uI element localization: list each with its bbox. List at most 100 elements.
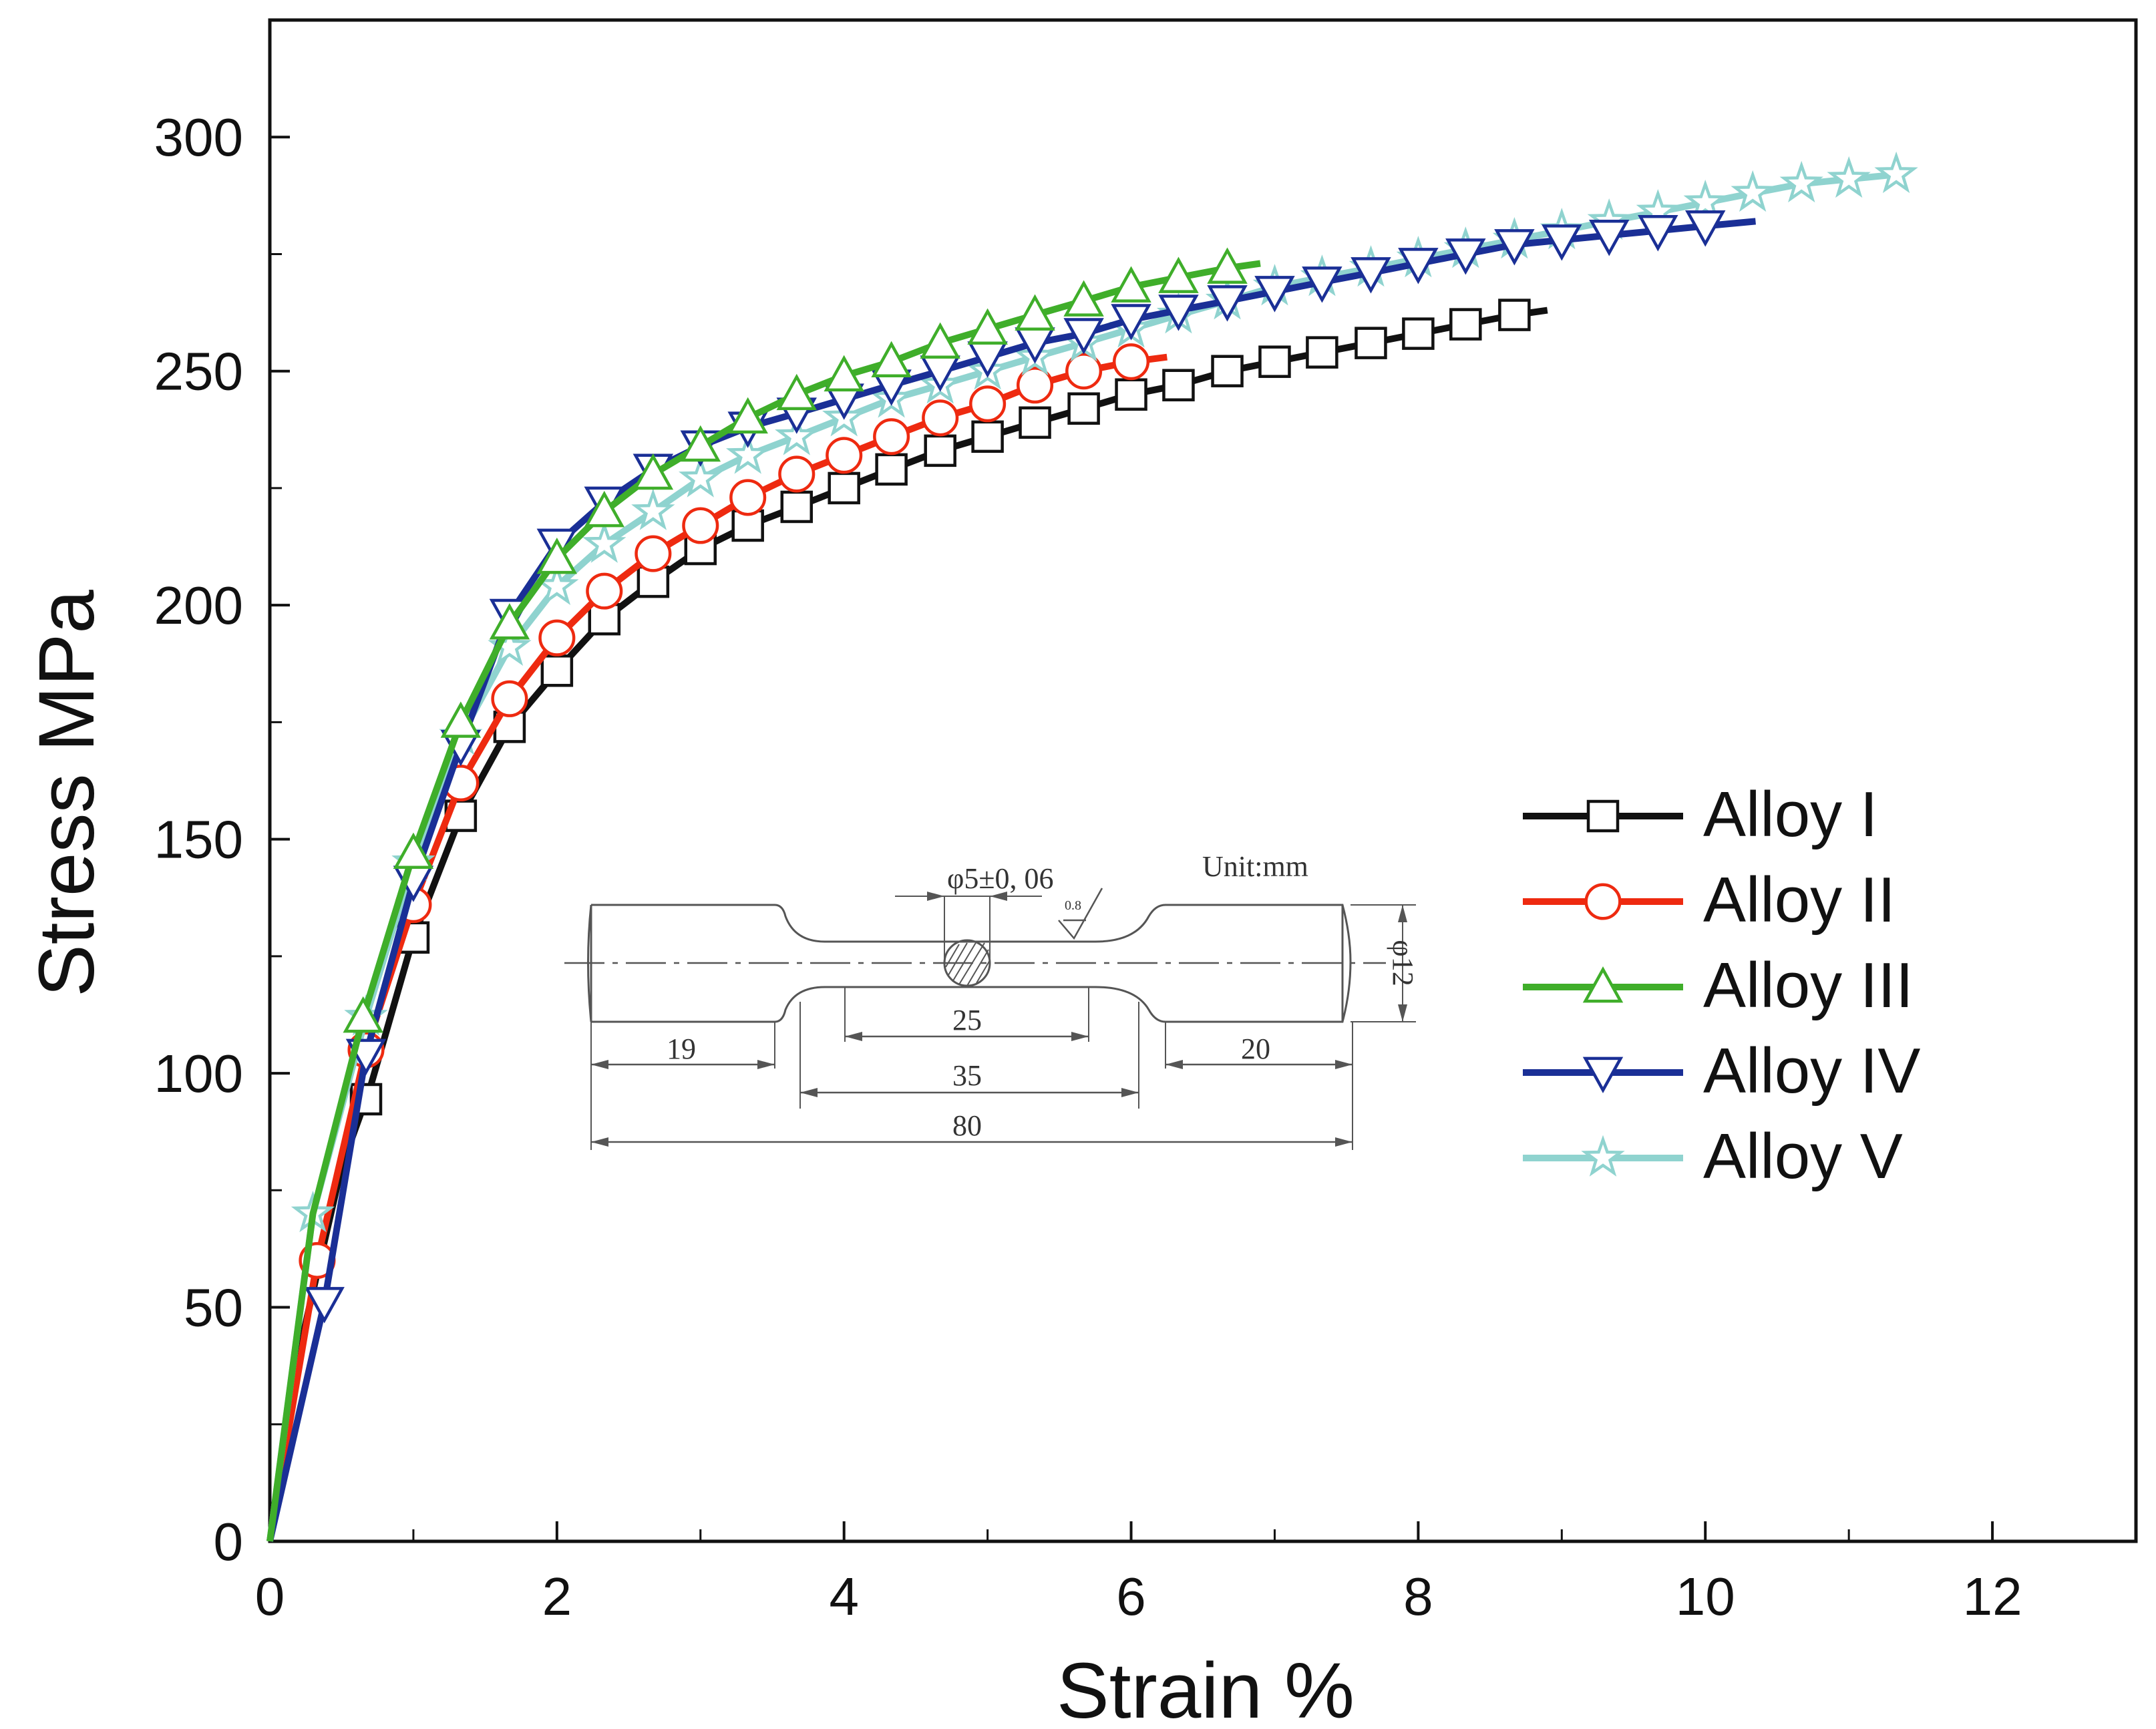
legend-marker bbox=[1581, 1135, 1625, 1177]
specimen-outline-top bbox=[591, 904, 1352, 962]
legend-label: Alloy IV bbox=[1703, 1035, 1920, 1107]
data-point-marker bbox=[440, 701, 482, 738]
series-line bbox=[266, 260, 1261, 1542]
tolerance-label: φ5±0, 06 bbox=[947, 862, 1054, 895]
dimension-lines bbox=[591, 1035, 1353, 1143]
data-point-marker bbox=[729, 479, 767, 516]
diameter-12-label: φ12 bbox=[1387, 940, 1419, 986]
legend-marker bbox=[1584, 883, 1622, 920]
data-point-marker bbox=[924, 434, 956, 467]
data-point-marker bbox=[920, 322, 960, 359]
data-point-marker bbox=[1015, 294, 1055, 331]
data-point-marker bbox=[725, 432, 770, 474]
legend-marker bbox=[1582, 966, 1624, 1003]
data-point-marker bbox=[343, 996, 383, 1033]
data-point-marker bbox=[682, 507, 719, 544]
data-point-marker bbox=[1589, 220, 1630, 256]
data-point-marker bbox=[1115, 378, 1147, 411]
x-axis-title: Strain % bbox=[1057, 1647, 1355, 1729]
data-point-marker bbox=[1351, 257, 1391, 294]
data-point-marker bbox=[1063, 318, 1104, 355]
data-point-marker bbox=[922, 399, 959, 437]
data-point-marker bbox=[538, 619, 576, 656]
x-tick-labels: 0 2 4 6 8 10 12 bbox=[255, 1567, 2022, 1626]
legend-entry: Alloy V bbox=[1523, 1121, 1903, 1192]
data-point-marker bbox=[775, 413, 819, 455]
dimension-arrowheads bbox=[591, 892, 1407, 1147]
data-point-marker bbox=[584, 490, 624, 528]
data-point-marker bbox=[871, 341, 912, 378]
data-point-marker bbox=[1494, 229, 1535, 266]
dim-19-label: 19 bbox=[667, 1032, 696, 1065]
data-point-marker bbox=[1211, 355, 1244, 387]
y-tick-label: 150 bbox=[154, 810, 243, 870]
data-point-marker bbox=[1258, 345, 1291, 378]
data-point-marker bbox=[780, 490, 814, 524]
legend-marker bbox=[1586, 799, 1620, 833]
data-point-marker bbox=[1685, 210, 1726, 247]
legend: Alloy I Alloy II Alloy III Alloy IV Alloy V bbox=[1523, 779, 1920, 1192]
data-point-marker bbox=[1207, 247, 1248, 284]
plot-frame bbox=[268, 18, 2138, 1543]
data-point-marker bbox=[635, 535, 672, 572]
legend-entry: Alloy I bbox=[1523, 779, 1877, 850]
legend-label: Alloy V bbox=[1703, 1121, 1903, 1192]
data-point-marker bbox=[637, 565, 670, 598]
data-point-marker bbox=[969, 385, 1007, 423]
legend-entry: Alloy II bbox=[1523, 864, 1896, 936]
data-point-marker bbox=[1445, 238, 1486, 275]
series-alloy-i bbox=[266, 299, 1548, 1542]
cross-section-hatch bbox=[945, 941, 991, 986]
data-point-marker bbox=[540, 654, 574, 687]
x-tick-label: 2 bbox=[542, 1567, 572, 1626]
y-tick-label: 250 bbox=[154, 342, 243, 401]
legend-label: Alloy III bbox=[1703, 950, 1914, 1021]
y-tick-label: 0 bbox=[214, 1512, 244, 1571]
data-point-marker bbox=[679, 455, 723, 498]
legend-marker bbox=[1582, 1056, 1624, 1094]
data-point-marker bbox=[1874, 151, 1918, 194]
data-point-marker bbox=[586, 572, 623, 610]
data-point-marker bbox=[875, 453, 908, 486]
legend-entry: Alloy IV bbox=[1523, 1035, 1920, 1107]
data-point-marker bbox=[1067, 392, 1100, 425]
data-point-marker bbox=[1402, 317, 1435, 350]
legend-label: Alloy I bbox=[1703, 779, 1877, 850]
data-point-marker bbox=[304, 1287, 345, 1324]
data-point-marker bbox=[1162, 369, 1195, 401]
data-point-marker bbox=[582, 521, 626, 563]
series-layer bbox=[266, 151, 1918, 1543]
roughness-symbol-icon bbox=[1058, 888, 1103, 940]
y-axis-title: Stress MPa bbox=[23, 590, 111, 997]
legend-label: Alloy II bbox=[1703, 864, 1896, 936]
data-point-marker bbox=[1498, 299, 1531, 331]
data-point-marker bbox=[631, 488, 675, 530]
specimen-outline-bottom bbox=[591, 961, 1352, 1023]
x-tick-label: 0 bbox=[255, 1567, 285, 1626]
data-point-marker bbox=[1254, 276, 1295, 313]
series-line bbox=[266, 307, 1548, 1542]
y-tick-labels: 0 50 100 150 200 250 300 bbox=[154, 108, 243, 1571]
data-point-marker bbox=[1779, 160, 1823, 203]
data-point-marker bbox=[967, 308, 1008, 345]
data-point-marker bbox=[1827, 156, 1871, 198]
data-point-marker bbox=[1449, 308, 1482, 341]
data-point-marker bbox=[1112, 343, 1150, 381]
data-point-marker bbox=[536, 538, 578, 574]
data-point-marker bbox=[727, 397, 768, 434]
data-point-marker bbox=[1638, 215, 1678, 252]
y-tick-label: 100 bbox=[154, 1044, 243, 1103]
roughness-label: 0.8 bbox=[1065, 898, 1081, 913]
data-point-marker bbox=[971, 420, 1004, 453]
x-tick-label: 10 bbox=[1676, 1567, 1735, 1626]
data-point-marker bbox=[1302, 266, 1342, 303]
data-point-marker bbox=[778, 455, 816, 493]
x-tick-label: 8 bbox=[1403, 1567, 1433, 1626]
data-point-marker bbox=[1111, 304, 1151, 341]
data-point-marker bbox=[1731, 170, 1775, 212]
data-point-marker bbox=[1111, 266, 1151, 303]
data-point-marker bbox=[680, 425, 721, 462]
data-point-marker bbox=[1207, 285, 1248, 322]
dim-25-label: 25 bbox=[952, 1004, 982, 1036]
